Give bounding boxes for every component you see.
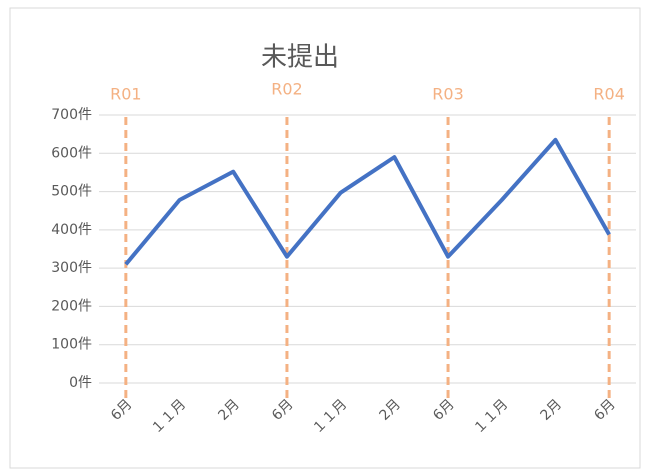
chart-title: 未提出 — [261, 43, 339, 73]
y-tick-label: 700件 — [51, 107, 92, 123]
annotation-label: R03 — [432, 85, 463, 104]
y-tick-label: 600件 — [51, 145, 92, 161]
chart-border — [9, 7, 641, 469]
y-tick-label: 0件 — [69, 375, 92, 391]
y-tick-label: 500件 — [51, 184, 92, 200]
annotation-label: R04 — [593, 85, 624, 104]
annotation-label: R01 — [110, 85, 141, 104]
series-line — [124, 137, 611, 266]
y-tick-label: 100件 — [51, 337, 92, 353]
y-tick-label: 400件 — [51, 222, 92, 238]
y-tick-label: 300件 — [51, 260, 92, 276]
y-tick-label: 200件 — [51, 298, 92, 314]
annotation-label: R02 — [271, 80, 302, 99]
